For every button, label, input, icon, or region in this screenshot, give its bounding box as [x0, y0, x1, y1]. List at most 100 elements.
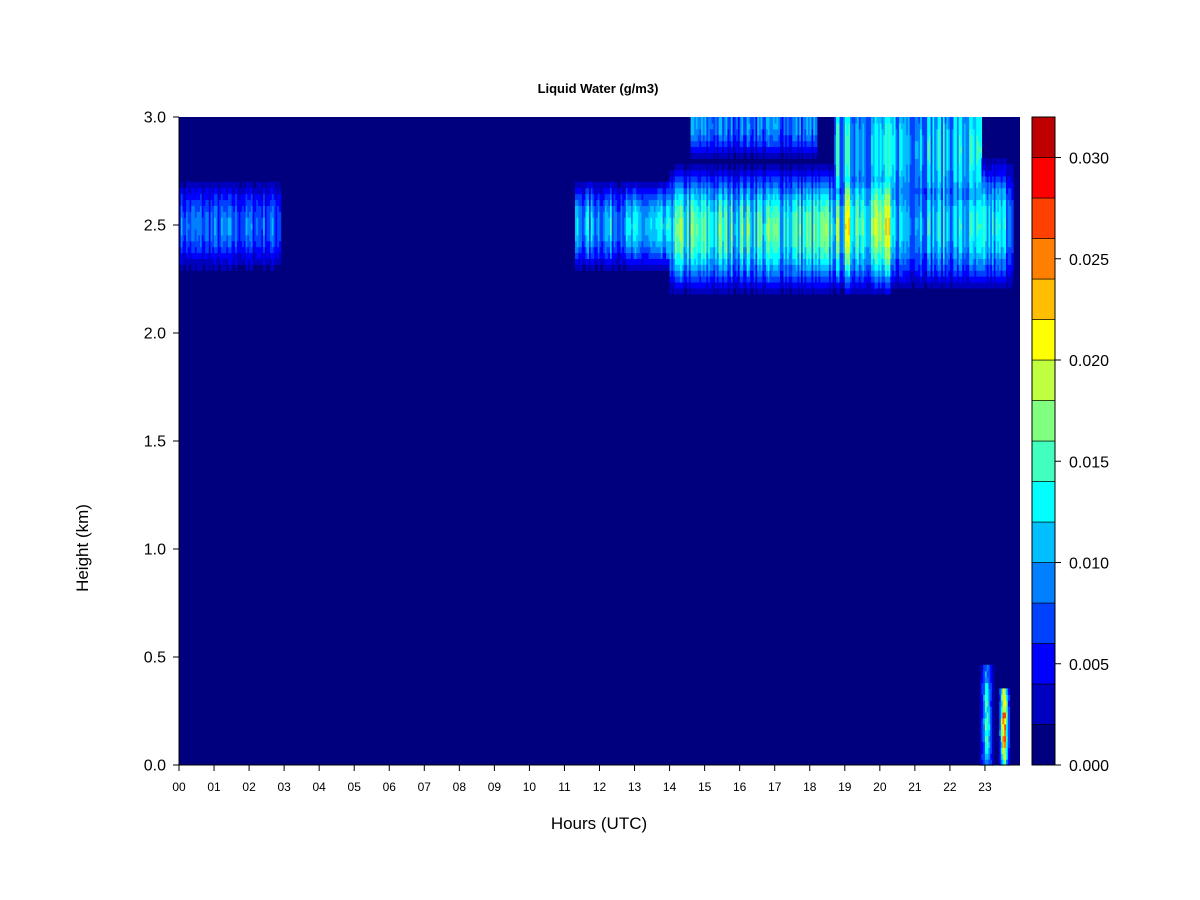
heatmap-cell — [836, 205, 839, 218]
heatmap-cell — [212, 205, 215, 248]
heatmap-cell — [720, 281, 723, 289]
heatmap-cell — [730, 264, 734, 277]
heatmap-cell — [806, 193, 809, 206]
heatmap-cell — [846, 264, 849, 271]
heatmap-cell — [1004, 228, 1007, 254]
heatmap-cell — [913, 270, 916, 283]
heatmap-cell — [843, 117, 846, 183]
heatmap-cell — [723, 252, 727, 259]
heatmap-cell — [969, 281, 972, 289]
heatmap-cell — [580, 252, 583, 265]
heatmap-cell — [935, 276, 939, 289]
heatmap-cell — [627, 205, 630, 218]
heatmap-cell — [208, 205, 212, 248]
heatmap-cell — [585, 252, 588, 259]
heatmap-cell — [767, 181, 771, 189]
heatmap-cell — [825, 287, 828, 295]
heatmap-cell — [986, 682, 990, 701]
heatmap-cell — [222, 187, 226, 201]
heatmap-cell — [715, 152, 718, 159]
heatmap-cell — [604, 264, 608, 271]
heatmap-cell — [736, 181, 739, 189]
heatmap-cell — [823, 281, 827, 289]
heatmap-cell — [783, 199, 786, 212]
heatmap-cell — [771, 134, 774, 148]
heatmap-cell — [906, 276, 909, 289]
heatmap-cell — [834, 258, 837, 271]
heatmap-cell — [620, 246, 623, 254]
heatmap-cell — [892, 164, 895, 189]
heatmap-cell — [702, 170, 706, 177]
heatmap-cell — [715, 211, 718, 248]
heatmap-cell — [718, 270, 721, 277]
heatmap-cell — [750, 117, 753, 136]
heatmap-cell — [808, 287, 811, 295]
heatmap-cell — [1004, 175, 1007, 183]
heatmap-cell — [878, 240, 881, 254]
heatmap-cell — [806, 181, 809, 189]
heatmap-cell — [732, 117, 736, 142]
heatmap-cell — [666, 240, 669, 254]
heatmap-cell — [979, 223, 983, 230]
heatmap-cell — [180, 205, 184, 218]
heatmap-cell — [988, 729, 991, 737]
heatmap-cell — [998, 175, 1002, 183]
heatmap-cell — [1004, 753, 1007, 760]
heatmap-cell — [995, 258, 998, 271]
heatmap-cell — [732, 264, 736, 277]
heatmap-cell — [855, 175, 858, 183]
heatmap-cell — [874, 234, 877, 248]
heatmap-cell — [240, 187, 243, 195]
heatmap-cell — [969, 199, 972, 212]
heatmap-cell — [708, 287, 711, 295]
heatmap-cell — [588, 193, 592, 206]
heatmap-cell — [809, 264, 813, 271]
heatmap-cell — [674, 264, 678, 271]
heatmap-cell — [224, 199, 227, 212]
heatmap-cell — [1007, 276, 1011, 289]
heatmap-cell — [695, 152, 699, 159]
heatmap-cell — [769, 187, 772, 195]
heatmap-cell — [278, 187, 282, 195]
heatmap-cell — [844, 252, 848, 265]
heatmap-cell — [725, 199, 728, 212]
heatmap-cell — [674, 170, 678, 177]
heatmap-cell — [254, 252, 257, 265]
heatmap-cell — [704, 270, 707, 277]
heatmap-cell — [1007, 747, 1011, 766]
heatmap-cell — [976, 281, 979, 289]
heatmap-cell — [965, 276, 969, 289]
heatmap-cell — [843, 264, 846, 277]
heatmap-cell — [695, 117, 699, 130]
heatmap-cell — [927, 217, 930, 236]
heatmap-cell — [245, 252, 248, 265]
heatmap-cell — [809, 117, 813, 136]
heatmap-cell — [608, 193, 611, 206]
heatmap-cell — [725, 211, 728, 254]
heatmap-cell — [769, 205, 772, 218]
heatmap-cell — [748, 122, 751, 130]
heatmap-cell — [830, 164, 834, 171]
heatmap-cell — [701, 270, 704, 277]
heatmap-cell — [1004, 199, 1007, 218]
heatmap-cell — [839, 193, 842, 206]
heatmap-cell — [797, 276, 800, 283]
heatmap-cell — [603, 211, 606, 242]
colorbar-level-swatch — [1031, 481, 1056, 523]
heatmap-cell — [963, 270, 967, 283]
heatmap-cell — [673, 281, 676, 295]
heatmap-cell — [786, 281, 790, 289]
heatmap-cell — [748, 281, 751, 289]
heatmap-cell — [885, 234, 888, 248]
heatmap-cell — [669, 276, 672, 283]
heatmap-cell — [823, 181, 827, 189]
heatmap-cell — [949, 252, 953, 271]
heatmap-cell — [942, 276, 946, 283]
heatmap-cell — [921, 217, 925, 236]
x-tick-label: 05 — [348, 780, 362, 794]
heatmap-cell — [900, 281, 904, 289]
heatmap-cell — [976, 270, 979, 277]
heatmap-cell — [832, 281, 835, 289]
heatmap-cell — [792, 164, 795, 171]
